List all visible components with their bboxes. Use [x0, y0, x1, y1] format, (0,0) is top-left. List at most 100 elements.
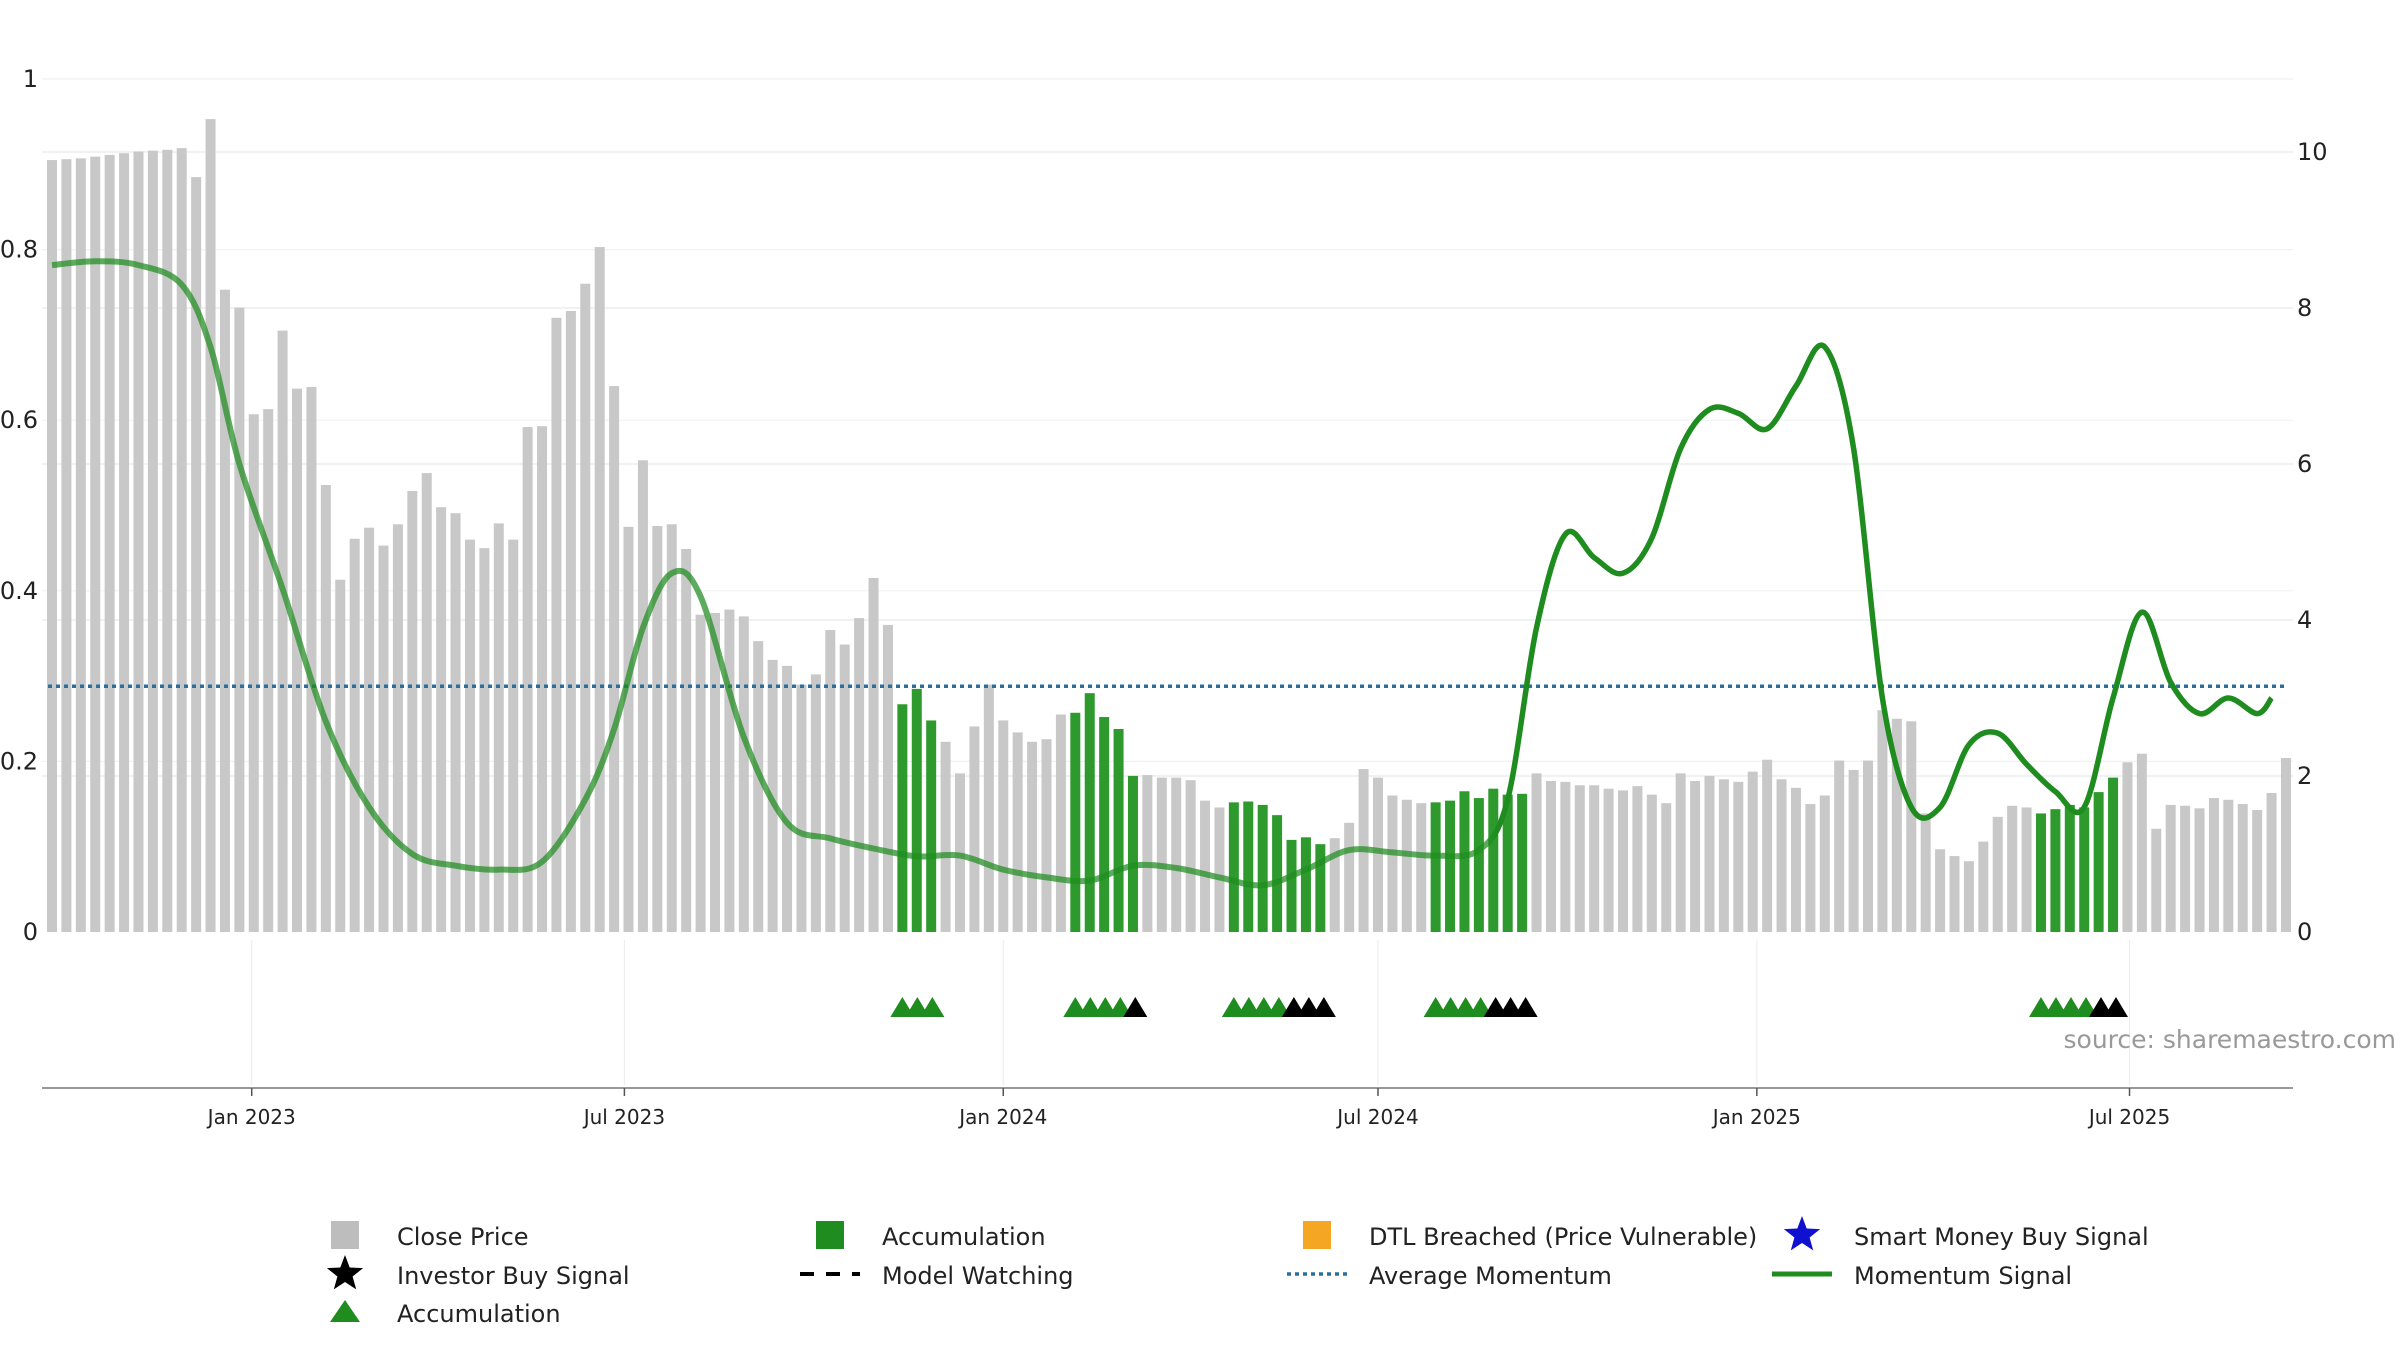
accumulation-bar — [1445, 800, 1456, 932]
close-price-bar — [666, 524, 677, 932]
accumulation-triangle — [920, 997, 945, 1017]
close-price-bar — [407, 490, 418, 932]
close-price-bar — [565, 311, 576, 932]
close-price-bar — [1718, 779, 1729, 932]
accumulation-bar — [1127, 775, 1138, 932]
y-right-tick-label: 6 — [2297, 450, 2312, 478]
close-price-bar — [1906, 721, 1917, 932]
close-price-bar — [2136, 753, 2147, 932]
accumulation-bar — [1300, 837, 1311, 932]
legend-label: Accumulation — [882, 1223, 1046, 1251]
close-price-bar — [61, 159, 72, 932]
close-price-bar — [306, 386, 317, 933]
close-price-bar — [1171, 777, 1182, 932]
close-price-bar — [104, 154, 115, 933]
accumulation-bar — [1459, 791, 1470, 932]
close-price-bar — [695, 614, 706, 932]
close-price-bar — [248, 414, 259, 932]
close-price-bar — [652, 525, 663, 932]
close-price-bar — [378, 545, 389, 932]
close-price-bar — [1531, 773, 1542, 932]
legend-label: Investor Buy Signal — [397, 1262, 630, 1290]
close-price-bar — [2165, 804, 2176, 932]
close-price-bar — [854, 618, 865, 932]
close-price-bar — [1949, 856, 1960, 932]
close-price-bar — [90, 156, 101, 933]
accumulation-bar — [1257, 804, 1268, 932]
close-price-bar — [234, 307, 245, 932]
close-price-bar — [1574, 785, 1585, 932]
accumulation-bar — [2108, 777, 2119, 932]
close-price-bar — [709, 612, 720, 932]
accumulation-bar — [1430, 802, 1441, 932]
close-price-bar — [1661, 803, 1672, 932]
close-price-bar — [2252, 810, 2263, 932]
close-price-bar — [1704, 775, 1715, 932]
close-price-bar — [1805, 804, 1816, 932]
close-price-bar — [1762, 759, 1773, 932]
close-price-bar — [2266, 792, 2277, 932]
close-price-bar — [753, 641, 764, 932]
momentum-lines — [48, 258, 2286, 889]
close-price-bar — [882, 624, 893, 932]
close-price-bar — [1920, 813, 1931, 932]
close-price-bar — [2237, 804, 2248, 932]
y-right-tick-label: 10 — [2297, 138, 2328, 166]
close-price-bar — [191, 177, 202, 933]
accumulation-bar — [1488, 788, 1499, 932]
accumulation-bar — [1113, 728, 1124, 932]
legend-label: Momentum Signal — [1854, 1262, 2072, 1290]
close-price-bar — [292, 388, 303, 932]
close-price-bar — [1848, 769, 1859, 932]
close-price-bar — [839, 644, 850, 932]
accumulation-bar — [2093, 792, 2104, 932]
investor-triangle — [1123, 997, 1148, 1017]
close-price-bar — [119, 153, 130, 932]
close-price-bar — [1646, 794, 1657, 932]
close-price-bar — [1142, 775, 1153, 932]
axes: Jan 2023 Jul 2023 Jan 2024 Jul 2024 Jan 2025… — [0, 65, 2328, 1129]
accumulation-bar — [1473, 798, 1484, 932]
close-price-bar — [508, 539, 519, 932]
legend-label: Close Price — [397, 1223, 529, 1251]
close-price-bar — [1834, 760, 1845, 932]
legend-marker — [331, 1221, 359, 1249]
accumulation-bar — [2035, 813, 2046, 932]
close-price-bar — [983, 684, 994, 932]
close-price-bar — [969, 726, 980, 932]
accumulation-bar — [1243, 801, 1254, 932]
close-price-bar — [551, 317, 562, 933]
close-price-bar — [2122, 762, 2133, 932]
x-tick-label: Jan 2025 — [1711, 1105, 1801, 1129]
close-price-bar — [1935, 849, 1946, 932]
y-left-tick-label: 1 — [23, 65, 38, 93]
close-price-bar — [1733, 781, 1744, 932]
close-price-bar — [133, 151, 144, 932]
close-price-bar — [810, 674, 821, 932]
accumulation-bar — [926, 720, 937, 932]
close-price-bar — [364, 527, 375, 932]
accumulation-bar — [2079, 807, 2090, 932]
accumulation-bar — [1517, 793, 1528, 932]
close-price-bar — [1401, 799, 1412, 932]
accumulation-bar — [1228, 802, 1239, 932]
momentum-signal-line — [1493, 342, 2274, 841]
y-right-tick-label: 4 — [2297, 606, 2312, 634]
close-price-bar — [594, 247, 605, 932]
y-left-tick-label: 0.2 — [0, 747, 38, 775]
close-price-bar — [998, 720, 1009, 932]
close-price-bar — [1545, 781, 1556, 932]
close-price-bar — [2180, 805, 2191, 932]
close-price-bar — [1690, 781, 1701, 932]
accumulation-bar — [1272, 815, 1283, 932]
close-price-bar — [796, 684, 807, 932]
legend-marker — [816, 1221, 844, 1249]
close-price-bar — [537, 426, 548, 932]
close-price-bar — [1372, 777, 1383, 932]
close-price-bar — [1185, 780, 1196, 932]
close-price-bar — [176, 148, 187, 932]
close-price-bar — [162, 149, 173, 932]
legend-label: Smart Money Buy Signal — [1854, 1223, 2149, 1251]
close-price-bar — [1329, 838, 1340, 932]
accumulation-bar — [911, 688, 922, 932]
